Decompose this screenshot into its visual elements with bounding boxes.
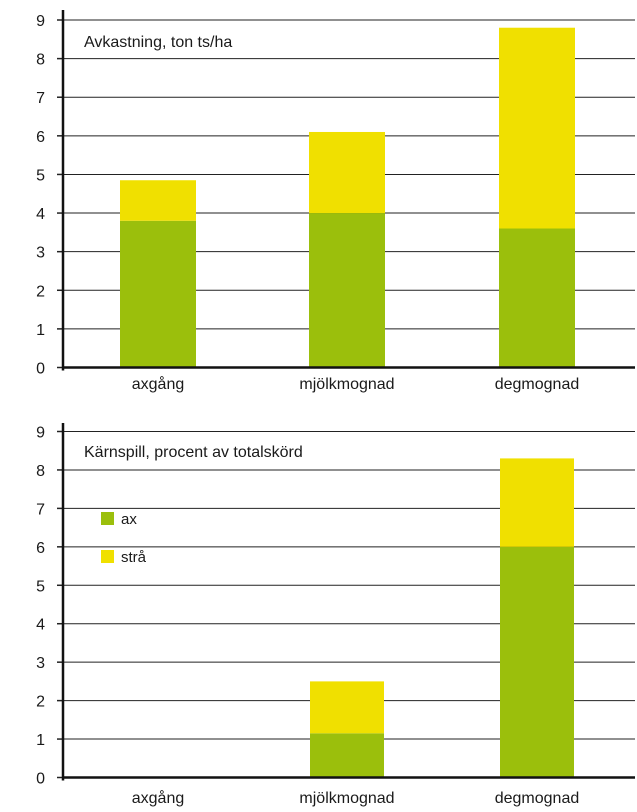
y-tick-label: 2 bbox=[36, 283, 45, 300]
y-tick-label: 1 bbox=[36, 322, 45, 339]
y-tick-label: 8 bbox=[36, 52, 45, 69]
legend-label: strå bbox=[121, 549, 147, 566]
grain-loss-chart: 0 1 2 3 4 5 6 7 8 9 axgång mjölkmognad degmognad Kärn… bbox=[36, 423, 635, 807]
bar-stra-1 bbox=[310, 681, 384, 734]
yield-chart: 0 1 2 3 4 5 6 7 8 9 axgång mjölkmognad degmognad Avka… bbox=[36, 10, 635, 393]
bar-ax-2 bbox=[499, 228, 575, 368]
y-tick-label: 4 bbox=[36, 206, 45, 223]
y-tick-label: 0 bbox=[36, 361, 45, 378]
y-tick-label: 9 bbox=[36, 425, 45, 442]
y-tick-label: 0 bbox=[36, 771, 45, 788]
bar-stra-0 bbox=[120, 180, 196, 221]
bar-ax-1 bbox=[309, 213, 385, 368]
bar-ax-0 bbox=[120, 220, 196, 368]
x-category-label: degmognad bbox=[495, 376, 580, 393]
bar-ax-1 bbox=[310, 733, 384, 778]
y-tick-label: 5 bbox=[36, 578, 45, 595]
x-category-label: mjölkmognad bbox=[299, 376, 394, 393]
chart-title: Avkastning, ton ts/ha bbox=[84, 34, 232, 51]
y-tick-label: 5 bbox=[36, 167, 45, 184]
x-category-label: axgång bbox=[132, 375, 185, 393]
bar-ax-2 bbox=[500, 546, 574, 778]
legend-swatch bbox=[101, 512, 114, 525]
y-tick-label: 1 bbox=[36, 732, 45, 749]
y-tick-label: 7 bbox=[36, 90, 45, 107]
legend-label: ax bbox=[121, 511, 137, 528]
y-tick-label: 7 bbox=[36, 501, 45, 518]
bar-stra-2 bbox=[500, 458, 574, 547]
bar-stra-1 bbox=[309, 131, 385, 214]
bar-stra-2 bbox=[499, 27, 575, 229]
y-tick-label: 9 bbox=[36, 13, 45, 30]
x-category-label: mjölkmognad bbox=[299, 790, 394, 807]
y-tick-label: 8 bbox=[36, 463, 45, 480]
y-tick-label: 6 bbox=[36, 540, 45, 557]
y-tick-label: 3 bbox=[36, 655, 45, 672]
y-tick-label: 2 bbox=[36, 694, 45, 711]
legend-swatch bbox=[101, 550, 114, 563]
y-tick-label: 4 bbox=[36, 617, 45, 634]
y-tick-label: 3 bbox=[36, 245, 45, 262]
y-tick-label: 6 bbox=[36, 129, 45, 146]
chart-title: Kärnspill, procent av totalskörd bbox=[84, 444, 303, 461]
x-category-label: axgång bbox=[132, 789, 185, 807]
x-category-label: degmognad bbox=[495, 790, 580, 807]
